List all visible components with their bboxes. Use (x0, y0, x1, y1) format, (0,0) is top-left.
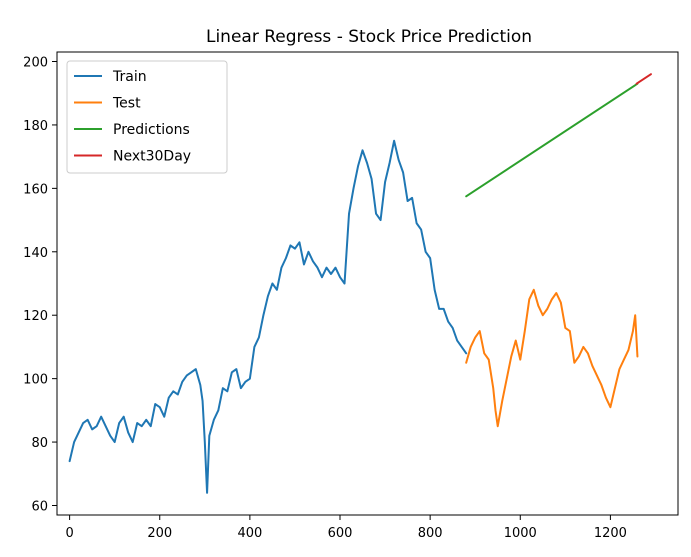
x-tick-label: 200 (147, 526, 172, 541)
plot-lines (68, 73, 652, 494)
y-tick-label: 100 (23, 373, 48, 388)
x-tick-label: 800 (418, 526, 443, 541)
legend-label-train: Train (112, 69, 147, 85)
legend: Train Test Predictions Next30Day (66, 60, 228, 174)
x-tick-label: 1200 (594, 526, 627, 541)
legend-box (66, 60, 228, 174)
y-tick-label: 140 (23, 246, 48, 261)
x-tick-label: 600 (328, 526, 353, 541)
legend-label-next30day: Next30Day (113, 149, 191, 165)
y-tick-label: 120 (23, 309, 48, 324)
series-line-next30day (635, 73, 652, 85)
y-tick-label: 180 (23, 119, 48, 134)
series-line-train (68, 139, 468, 494)
y-tick-label: 200 (23, 56, 48, 71)
chart-title: Linear Regress - Stock Price Prediction (206, 27, 532, 47)
legend-label-predictions: Predictions (113, 122, 190, 138)
axes-frame (56, 51, 679, 516)
x-tick-label: 0 (65, 526, 73, 541)
y-tick-label: 60 (31, 499, 48, 514)
series-line-predictions (465, 82, 639, 198)
x-tick-label: 400 (237, 526, 262, 541)
y-tick-label: 160 (23, 182, 48, 197)
x-tick-label: 1000 (504, 526, 537, 541)
y-tick-label: 80 (31, 436, 48, 451)
legend-label-test: Test (112, 96, 141, 112)
x-axis: 0 200 400 600 800 1000 1200 (65, 515, 627, 541)
series-line-test (465, 288, 639, 428)
y-axis: 60 80 100 120 140 160 180 200 (23, 56, 57, 514)
